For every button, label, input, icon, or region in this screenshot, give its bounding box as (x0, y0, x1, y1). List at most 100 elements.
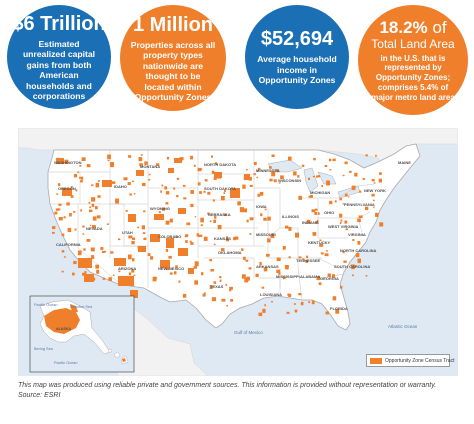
stat-description: Properties across all property types nat… (130, 39, 216, 103)
zone-tract (73, 260, 77, 265)
zone-tract (258, 312, 263, 317)
zone-tract (267, 216, 271, 221)
zone-tract (131, 269, 135, 273)
stat-circle-land-area: 18.2% of Total Land Area in the U.S. tha… (358, 5, 468, 115)
zone-tract (169, 218, 173, 223)
zone-tract (286, 311, 290, 314)
zone-tract (288, 227, 292, 231)
zone-tract (209, 259, 213, 262)
zone-tract (107, 183, 111, 187)
zone-tract (271, 154, 275, 157)
zone-tract (91, 203, 95, 207)
zone-tract (207, 212, 210, 215)
zone-tract (58, 217, 63, 221)
state-label: INDIANA (302, 220, 319, 225)
state-label: ARKANSAS (256, 264, 279, 269)
state-label: MICHIGAN (310, 190, 330, 195)
zone-tract (91, 255, 95, 259)
legend-label: Opportunity Zone Census Tract (385, 357, 455, 364)
state-label: PENNSYLVANIA (344, 202, 375, 207)
zone-tract (276, 257, 281, 262)
zone-tract (261, 286, 265, 289)
zone-tract (379, 172, 382, 175)
zone-tract (294, 309, 298, 312)
zone-tract (185, 240, 188, 243)
state-label: IOWA (256, 204, 267, 209)
zone-tract (315, 208, 318, 211)
state-label: NEW MEXICO (158, 266, 184, 271)
zone-tract (302, 258, 305, 260)
zone-tract (329, 169, 332, 171)
zone-tract (217, 225, 222, 230)
zone-tract (269, 165, 271, 168)
zone-tract (190, 190, 194, 194)
zone-tract (102, 277, 106, 280)
zone-tract (156, 163, 160, 166)
zone-tract (110, 162, 114, 168)
zone-tract (86, 164, 91, 168)
zone-tract (165, 191, 170, 195)
zone-tract (294, 303, 296, 305)
zone-tract (311, 209, 316, 213)
zone-tract-large (78, 258, 92, 268)
zone-tract (165, 266, 169, 271)
zone-tract (245, 259, 249, 262)
zone-tract (371, 179, 375, 182)
stat-description: Average household income in Opportunity … (257, 54, 337, 86)
zone-tract (213, 243, 216, 246)
zone-tract (308, 195, 311, 198)
zone-tract (194, 261, 199, 267)
stat-description: Estimated unrealized capital gains from … (22, 38, 96, 102)
zone-tract (182, 293, 187, 298)
zone-tract (128, 272, 132, 276)
zone-tract (298, 256, 302, 259)
zone-tract (101, 250, 105, 253)
zone-tract-large (230, 188, 240, 198)
zone-tract (63, 256, 66, 258)
zone-tract (339, 285, 343, 289)
zone-tract (66, 202, 70, 206)
zone-tract (209, 285, 213, 289)
zone-tract-large (178, 248, 188, 256)
zone-tract (312, 175, 315, 178)
zone-tract (334, 200, 337, 203)
state-label: NEVADA (86, 226, 103, 231)
zone-tract (202, 293, 206, 297)
zone-tract (62, 189, 67, 193)
state-label: UTAH (122, 230, 133, 235)
zone-tract (162, 207, 165, 211)
zone-tract (295, 232, 299, 238)
zone-tract (326, 250, 328, 252)
zone-tract (92, 216, 97, 221)
zone-tract (56, 193, 59, 195)
zone-tract (80, 180, 83, 183)
zone-tract (178, 280, 181, 283)
zone-tract (344, 220, 348, 224)
opportunity-zones-map: WASHINGTON OREGON IDAHO MONTANA WYOMING … (18, 128, 458, 376)
zone-tract-large (150, 234, 160, 242)
zone-tract-large (154, 214, 164, 220)
zone-tract (89, 209, 93, 213)
stat-circle-household-income: $52,694 Average household income in Oppo… (245, 5, 349, 109)
zone-tract (193, 266, 197, 269)
zone-tract (317, 212, 320, 215)
zone-tract (61, 250, 65, 253)
zone-tract (347, 196, 350, 198)
zone-tract-large (244, 174, 250, 180)
zone-tract-large (114, 258, 126, 266)
zone-tract (243, 256, 246, 260)
zone-tract (199, 191, 202, 194)
zone-tract (214, 216, 217, 219)
zone-tract (64, 159, 69, 164)
alaska-zone (44, 308, 80, 334)
water-label-beaufort: Beaufort Sea (70, 305, 93, 309)
zone-tract (82, 225, 85, 228)
zone-tract (133, 193, 136, 195)
zone-tract (175, 235, 178, 238)
zone-tract (298, 293, 302, 296)
water-label-atlantic: Atlantic Ocean (388, 324, 418, 329)
zone-tract (311, 300, 315, 305)
state-label: WYOMING (150, 206, 170, 211)
zone-tract (276, 269, 281, 274)
zone-tract (249, 233, 252, 235)
